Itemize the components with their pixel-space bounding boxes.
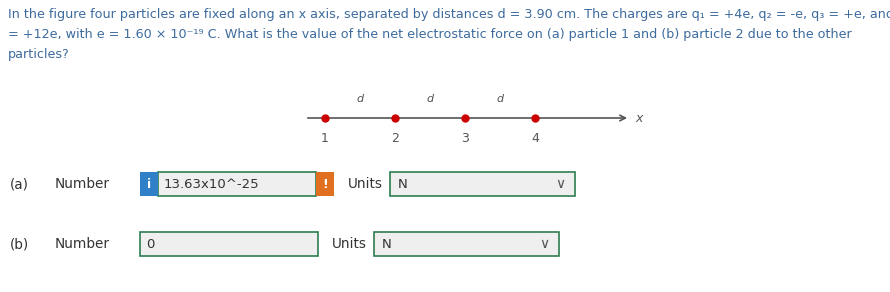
Text: (a): (a): [10, 177, 29, 191]
Text: ∨: ∨: [538, 237, 549, 251]
Text: N: N: [382, 237, 392, 251]
Text: Number: Number: [55, 237, 110, 251]
Text: N: N: [398, 178, 408, 190]
Text: 3: 3: [461, 132, 469, 145]
Text: particles?: particles?: [8, 48, 69, 61]
FancyBboxPatch shape: [140, 232, 318, 256]
Text: !: !: [322, 178, 328, 190]
Text: d: d: [497, 94, 504, 104]
Text: d: d: [426, 94, 433, 104]
Text: Units: Units: [348, 177, 383, 191]
Text: ∨: ∨: [554, 177, 565, 191]
Text: In the figure four particles are fixed along an x axis, separated by distances d: In the figure four particles are fixed a…: [8, 8, 890, 21]
Text: Units: Units: [332, 237, 367, 251]
Text: = +12e, with e = 1.60 × 10⁻¹⁹ C. What is the value of the net electrostatic forc: = +12e, with e = 1.60 × 10⁻¹⁹ C. What is…: [8, 28, 852, 41]
FancyBboxPatch shape: [390, 172, 575, 196]
Text: 0: 0: [146, 237, 154, 251]
Text: 2: 2: [391, 132, 399, 145]
Text: (b): (b): [10, 237, 29, 251]
Text: Number: Number: [55, 177, 110, 191]
Text: x: x: [635, 112, 643, 126]
Text: d: d: [356, 94, 363, 104]
Text: 1: 1: [321, 132, 329, 145]
FancyBboxPatch shape: [140, 172, 158, 196]
Text: 13.63x10^-25: 13.63x10^-25: [164, 178, 260, 190]
Text: 4: 4: [531, 132, 539, 145]
Text: i: i: [147, 178, 151, 190]
FancyBboxPatch shape: [316, 172, 334, 196]
FancyBboxPatch shape: [374, 232, 559, 256]
FancyBboxPatch shape: [158, 172, 316, 196]
